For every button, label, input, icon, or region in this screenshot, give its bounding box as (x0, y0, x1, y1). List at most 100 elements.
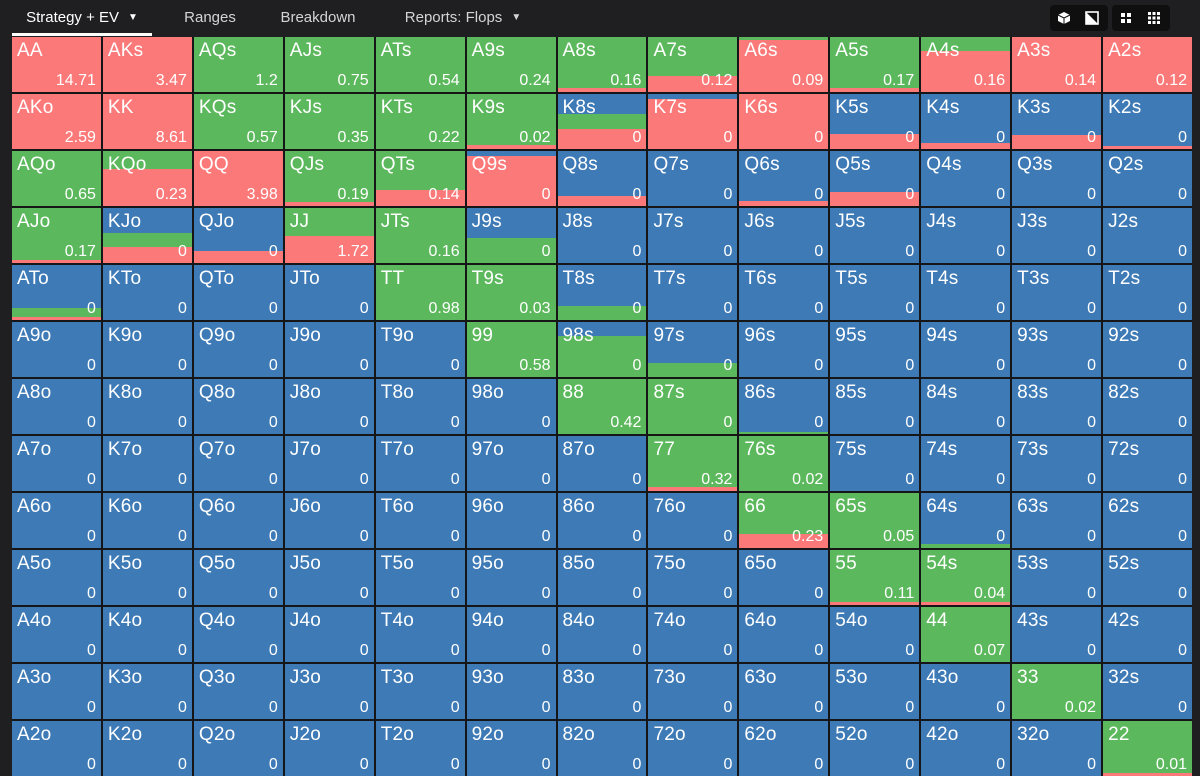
hand-cell-87o[interactable]: 87o 0 (557, 436, 647, 491)
hand-cell-Q7o[interactable]: Q7o 0 (193, 436, 283, 491)
hand-cell-T8o[interactable]: T8o 0 (375, 379, 465, 434)
hand-cell-A4o[interactable]: A4o 0 (12, 607, 101, 662)
hand-cell-Q3o[interactable]: Q3o 0 (193, 664, 283, 719)
hand-cell-75o[interactable]: 75o 0 (648, 550, 738, 605)
hand-cell-QQ[interactable]: QQ 3.98 (193, 151, 283, 206)
hand-cell-T4s[interactable]: T4s 0 (921, 265, 1011, 320)
hand-cell-43s[interactable]: 43s 0 (1012, 607, 1102, 662)
hand-cell-A9s[interactable]: A9s 0.24 (466, 37, 556, 92)
hand-cell-93s[interactable]: 93s 0 (1012, 322, 1102, 377)
full-grid-icon[interactable] (1140, 5, 1168, 31)
hand-cell-A6o[interactable]: A6o 0 (12, 493, 101, 548)
hand-cell-Q4s[interactable]: Q4s 0 (921, 151, 1011, 206)
hand-cell-86o[interactable]: 86o 0 (557, 493, 647, 548)
hand-cell-AJs[interactable]: AJs 0.75 (284, 37, 374, 92)
tab-ranges[interactable]: Ranges (168, 0, 252, 33)
hand-cell-76s[interactable]: 76s 0.02 (739, 436, 829, 491)
hand-cell-92o[interactable]: 92o 0 (466, 721, 556, 776)
hand-cell-94o[interactable]: 94o 0 (466, 607, 556, 662)
hand-cell-65o[interactable]: 65o 0 (739, 550, 829, 605)
hand-cell-TT[interactable]: TT 0.98 (375, 265, 465, 320)
hand-cell-K9o[interactable]: K9o 0 (102, 322, 192, 377)
hand-cell-JJ[interactable]: JJ 1.72 (284, 208, 374, 263)
hand-cell-A2o[interactable]: A2o 0 (12, 721, 101, 776)
hand-cell-K2s[interactable]: K2s 0 (1103, 94, 1192, 149)
hand-cell-K7s[interactable]: K7s 0 (648, 94, 738, 149)
hand-cell-K2o[interactable]: K2o 0 (102, 721, 192, 776)
hand-cell-J4s[interactable]: J4s 0 (921, 208, 1011, 263)
hand-cell-85o[interactable]: 85o 0 (557, 550, 647, 605)
hand-cell-87s[interactable]: 87s 0 (648, 379, 738, 434)
hand-cell-A4s[interactable]: A4s 0.16 (921, 37, 1011, 92)
hand-cell-A8s[interactable]: A8s 0.16 (557, 37, 647, 92)
tab-strategy-ev[interactable]: Strategy + EV ▼ (12, 0, 152, 36)
hand-cell-A7s[interactable]: A7s 0.12 (648, 37, 738, 92)
compact-grid-icon[interactable] (1112, 5, 1140, 31)
hand-cell-K9s[interactable]: K9s 0.02 (466, 94, 556, 149)
hand-cell-KQo[interactable]: KQo 0.23 (102, 151, 192, 206)
hand-cell-73o[interactable]: 73o 0 (648, 664, 738, 719)
hand-cell-72o[interactable]: 72o 0 (648, 721, 738, 776)
hand-cell-T4o[interactable]: T4o 0 (375, 607, 465, 662)
hand-cell-92s[interactable]: 92s 0 (1103, 322, 1192, 377)
hand-cell-T7o[interactable]: T7o 0 (375, 436, 465, 491)
hand-cell-K4o[interactable]: K4o 0 (102, 607, 192, 662)
hand-cell-Q6o[interactable]: Q6o 0 (193, 493, 283, 548)
hand-cell-32o[interactable]: 32o 0 (1012, 721, 1102, 776)
hand-cell-83s[interactable]: 83s 0 (1012, 379, 1102, 434)
hand-cell-JTs[interactable]: JTs 0.16 (375, 208, 465, 263)
hand-cell-T3s[interactable]: T3s 0 (1012, 265, 1102, 320)
hand-cell-AA[interactable]: AA 14.71 (12, 37, 101, 92)
hand-cell-J7o[interactable]: J7o 0 (284, 436, 374, 491)
hand-cell-Q7s[interactable]: Q7s 0 (648, 151, 738, 206)
hand-cell-T5s[interactable]: T5s 0 (830, 265, 920, 320)
hand-cell-Q8s[interactable]: Q8s 0 (557, 151, 647, 206)
hand-cell-QJo[interactable]: QJo 0 (193, 208, 283, 263)
hand-cell-88[interactable]: 88 0.42 (557, 379, 647, 434)
hand-cell-53o[interactable]: 53o 0 (830, 664, 920, 719)
hand-cell-Q5s[interactable]: Q5s 0 (830, 151, 920, 206)
hand-cell-A3o[interactable]: A3o 0 (12, 664, 101, 719)
hand-cell-96s[interactable]: 96s 0 (739, 322, 829, 377)
hand-cell-K8s[interactable]: K8s 0 (557, 94, 647, 149)
hand-cell-95o[interactable]: 95o 0 (466, 550, 556, 605)
hand-cell-T2o[interactable]: T2o 0 (375, 721, 465, 776)
hand-cell-KQs[interactable]: KQs 0.57 (193, 94, 283, 149)
hand-cell-K5o[interactable]: K5o 0 (102, 550, 192, 605)
hand-cell-AKo[interactable]: AKo 2.59 (12, 94, 101, 149)
hand-cell-ATs[interactable]: ATs 0.54 (375, 37, 465, 92)
hand-cell-93o[interactable]: 93o 0 (466, 664, 556, 719)
hand-cell-K3s[interactable]: K3s 0 (1012, 94, 1102, 149)
hand-cell-J6o[interactable]: J6o 0 (284, 493, 374, 548)
hand-cell-J9s[interactable]: J9s 0 (466, 208, 556, 263)
hand-cell-82s[interactable]: 82s 0 (1103, 379, 1192, 434)
hand-cell-Q4o[interactable]: Q4o 0 (193, 607, 283, 662)
hand-cell-J7s[interactable]: J7s 0 (648, 208, 738, 263)
hand-cell-T6s[interactable]: T6s 0 (739, 265, 829, 320)
hand-cell-Q5o[interactable]: Q5o 0 (193, 550, 283, 605)
hand-cell-J9o[interactable]: J9o 0 (284, 322, 374, 377)
hand-cell-42s[interactable]: 42s 0 (1103, 607, 1192, 662)
hand-cell-J5s[interactable]: J5s 0 (830, 208, 920, 263)
hand-cell-K8o[interactable]: K8o 0 (102, 379, 192, 434)
hand-cell-KTs[interactable]: KTs 0.22 (375, 94, 465, 149)
hand-cell-63s[interactable]: 63s 0 (1012, 493, 1102, 548)
hand-cell-97s[interactable]: 97s 0 (648, 322, 738, 377)
hand-cell-86s[interactable]: 86s 0 (739, 379, 829, 434)
hand-cell-T5o[interactable]: T5o 0 (375, 550, 465, 605)
hand-cell-52s[interactable]: 52s 0 (1103, 550, 1192, 605)
hand-cell-JTo[interactable]: JTo 0 (284, 265, 374, 320)
hand-cell-Q2s[interactable]: Q2s 0 (1103, 151, 1192, 206)
hand-cell-99[interactable]: 99 0.58 (466, 322, 556, 377)
hand-cell-AQs[interactable]: AQs 1.2 (193, 37, 283, 92)
hand-cell-77[interactable]: 77 0.32 (648, 436, 738, 491)
hand-cell-83o[interactable]: 83o 0 (557, 664, 647, 719)
hand-cell-62s[interactable]: 62s 0 (1103, 493, 1192, 548)
hand-cell-K4s[interactable]: K4s 0 (921, 94, 1011, 149)
hand-cell-J3s[interactable]: J3s 0 (1012, 208, 1102, 263)
hand-cell-96o[interactable]: 96o 0 (466, 493, 556, 548)
hand-cell-Q9o[interactable]: Q9o 0 (193, 322, 283, 377)
half-square-icon[interactable] (1078, 5, 1106, 31)
hand-cell-84o[interactable]: 84o 0 (557, 607, 647, 662)
hand-cell-Q6s[interactable]: Q6s 0 (739, 151, 829, 206)
